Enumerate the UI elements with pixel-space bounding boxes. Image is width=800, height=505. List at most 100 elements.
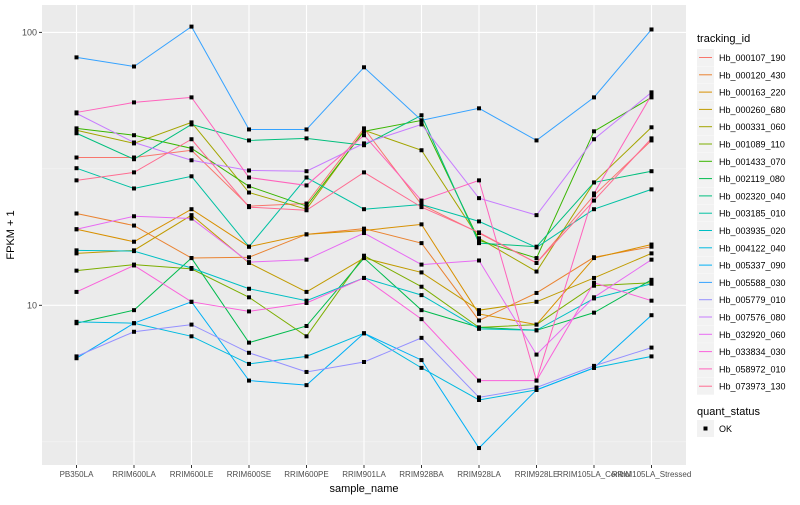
data-point xyxy=(534,328,539,333)
data-point xyxy=(419,365,424,370)
data-point xyxy=(477,219,481,224)
data-point xyxy=(74,227,79,232)
data-point xyxy=(74,289,79,294)
data-point xyxy=(649,242,654,247)
data-point xyxy=(592,275,596,280)
y-tick-label: 10 xyxy=(27,300,37,310)
data-point xyxy=(649,354,654,359)
legend-label: Hb_058972_010 xyxy=(719,364,786,374)
data-point xyxy=(247,295,251,300)
data-points xyxy=(74,24,654,451)
data-point xyxy=(649,257,654,262)
data-point xyxy=(534,378,539,383)
data-point xyxy=(189,213,194,218)
data-point xyxy=(534,269,539,274)
x-tick-label: RRIM600SE xyxy=(227,470,271,479)
data-point xyxy=(419,113,424,118)
data-point xyxy=(247,286,251,291)
data-point xyxy=(477,378,481,383)
legend-label: Hb_000260_680 xyxy=(719,105,786,115)
data-point xyxy=(247,255,251,260)
data-point xyxy=(74,251,79,256)
data-point xyxy=(592,363,596,368)
data-point xyxy=(534,385,539,390)
data-point xyxy=(362,141,366,146)
data-point xyxy=(304,127,309,132)
data-point xyxy=(534,290,539,295)
data-point xyxy=(132,239,136,244)
data-point xyxy=(304,201,309,206)
data-point xyxy=(362,256,366,261)
data-point xyxy=(189,207,194,212)
data-point xyxy=(247,244,251,249)
data-point xyxy=(477,106,481,111)
data-point xyxy=(132,100,136,105)
legend-label: Hb_002320_040 xyxy=(719,191,786,201)
data-point xyxy=(419,293,424,298)
data-point xyxy=(304,208,309,213)
data-point xyxy=(189,256,194,261)
data-point xyxy=(74,155,79,160)
x-tick-label: RRIM105LA_Control xyxy=(557,470,631,479)
data-point xyxy=(362,129,366,134)
legend: tracking_id Hb_000107_190 Hb_000120_430 Hb… xyxy=(697,33,786,437)
data-point xyxy=(132,140,136,145)
x-tick-label: PB350LA xyxy=(60,470,94,479)
data-point xyxy=(132,186,136,191)
data-point xyxy=(649,281,654,286)
data-point xyxy=(189,174,194,179)
data-point xyxy=(534,322,539,327)
data-point xyxy=(362,231,366,236)
x-tick-label: RRIM600LA xyxy=(112,470,156,479)
data-point xyxy=(592,198,596,203)
data-point xyxy=(132,64,136,69)
square-point-icon xyxy=(703,426,708,431)
data-point xyxy=(534,387,539,392)
y-tick-label: 100 xyxy=(22,27,37,37)
data-point xyxy=(419,358,424,363)
data-point xyxy=(304,289,309,294)
data-point xyxy=(247,138,251,143)
data-point xyxy=(477,311,481,316)
legend-label: Hb_000163_220 xyxy=(719,88,786,98)
legend-label: Hb_002119_080 xyxy=(719,174,785,184)
data-point xyxy=(132,170,136,175)
data-point xyxy=(419,308,424,313)
data-point xyxy=(534,299,539,304)
data-point xyxy=(304,204,309,209)
y-axis: 10 100 xyxy=(22,27,42,310)
data-point xyxy=(247,309,251,314)
data-point xyxy=(132,133,136,138)
data-point xyxy=(304,136,309,141)
legend-label: Hb_000107_190 xyxy=(719,53,786,63)
x-tick-label: RRIM928LA xyxy=(457,470,501,479)
data-point xyxy=(74,178,79,183)
data-point xyxy=(74,248,79,253)
data-point xyxy=(247,378,251,383)
data-point xyxy=(189,95,194,100)
data-point xyxy=(247,260,251,265)
data-point xyxy=(74,354,79,359)
legend-label: Hb_004122_040 xyxy=(719,243,786,253)
data-point xyxy=(74,319,79,324)
data-point xyxy=(132,214,136,219)
data-point xyxy=(132,157,136,162)
legend-label: Hb_032920_060 xyxy=(719,330,786,340)
data-point xyxy=(189,24,194,29)
data-point xyxy=(477,395,481,400)
data-point xyxy=(74,55,79,60)
data-point xyxy=(419,122,424,127)
data-point xyxy=(132,249,136,254)
legend-label: Hb_003185_010 xyxy=(719,209,786,219)
data-point xyxy=(362,331,366,336)
data-point xyxy=(74,131,79,136)
data-point xyxy=(362,275,366,280)
legend-label: Hb_003935_020 xyxy=(719,226,786,236)
x-axis-title: sample_name xyxy=(329,483,398,495)
data-point xyxy=(247,205,251,210)
data-point xyxy=(132,321,136,326)
data-point xyxy=(419,241,424,246)
data-point xyxy=(649,187,654,192)
data-point xyxy=(592,207,596,212)
